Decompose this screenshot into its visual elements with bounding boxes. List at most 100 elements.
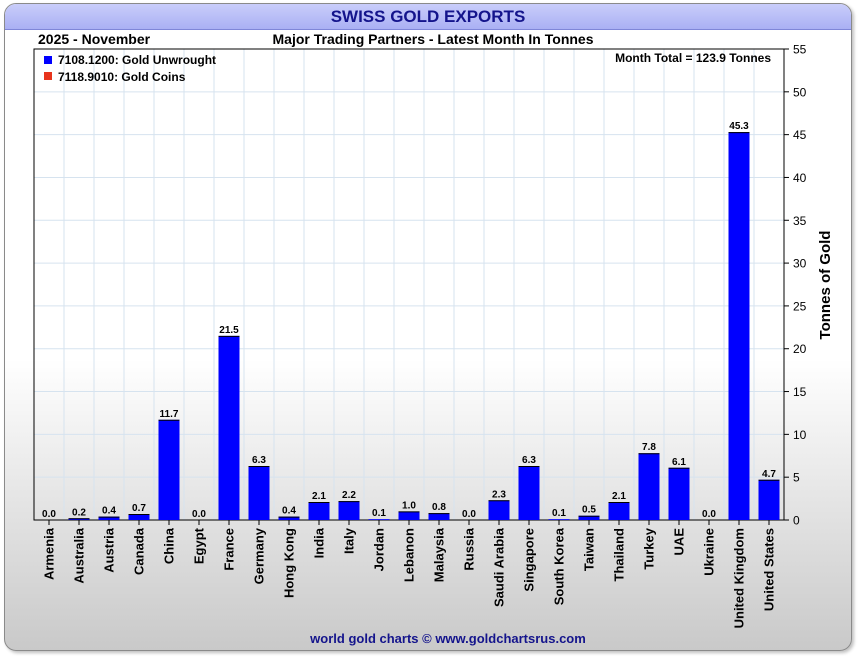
x-category-label: United States [762,528,777,611]
x-category-label: Russia [462,527,477,570]
bar-thailand [608,502,630,520]
y-tick-label: 25 [793,299,807,313]
bar-lebanon [398,511,420,520]
bar-turkey [638,453,660,520]
legend-swatch-unwrought [44,56,52,64]
data-label: 0.8 [432,502,446,513]
y-axis-title: Tonnes of Gold [817,231,834,340]
x-category-label: France [222,528,237,571]
x-category-label: Australia [72,527,87,583]
x-category-label: Austria [102,527,117,573]
data-label: 2.1 [312,491,326,502]
bar-taiwan [578,515,600,520]
x-category-label: Italy [342,527,357,554]
data-label: 7.8 [642,442,656,453]
y-tick-label: 15 [793,385,807,399]
chart-frame: SWISS GOLD EXPORTS [4,3,852,651]
bar-malaysia [428,513,450,520]
x-category-label: Ukraine [702,528,717,576]
data-labels: 0.0 0.2 0.4 0.7 11.7 0.0 21.5 6.3 0.4 2.1 2.2 0.1 1.… [42,121,776,520]
x-category-label: United Kingdom [732,528,747,628]
x-category-label: Taiwan [582,528,597,571]
data-label: 4.7 [762,469,776,480]
data-label: 0.0 [462,509,476,520]
y-tick-label: 0 [793,514,800,528]
x-category-label: Canada [132,527,147,575]
chart-main-title: SWISS GOLD EXPORTS [330,7,526,26]
bar-saudi-arabia [488,500,510,520]
bar-china [158,419,180,520]
plot-area [33,48,785,521]
y-axis: 0 5 10 15 20 25 30 35 40 45 50 55 [784,43,807,528]
x-category-label: Singapore [522,528,537,592]
data-label: 1.0 [402,500,416,511]
x-category-label: Malaysia [432,527,447,582]
data-label: 11.7 [160,409,179,420]
bar-india [308,502,330,520]
y-tick-label: 35 [793,214,807,228]
y-tick-label: 50 [793,85,807,99]
x-category-label: China [162,527,177,564]
bar-jordan [368,519,390,520]
bar-south-korea [548,519,570,520]
y-tick-label: 30 [793,257,807,271]
data-label: 0.2 [72,507,86,518]
x-category-label: Germany [252,527,267,584]
x-axis: Armenia Australia Austria Canada China Egypt F… [42,520,777,628]
data-label: 0.5 [582,505,596,516]
bar-united-kingdom [728,132,750,521]
bars [68,132,780,521]
x-category-label: UAE [672,528,687,556]
data-label: 0.1 [552,508,566,519]
bar-france [218,335,240,520]
bar-austria [98,516,120,520]
x-category-label: Saudi Arabia [492,527,507,607]
y-tick-label: 5 [793,471,800,485]
data-label: 6.3 [252,455,266,466]
data-label: 6.3 [522,455,536,466]
x-category-label: Thailand [612,528,627,582]
data-label: 21.5 [219,325,239,336]
bar-canada [128,514,150,520]
x-category-label: India [312,527,327,558]
bar-united-states [758,479,780,520]
bar-hong-kong [278,516,300,520]
y-tick-label: 40 [793,171,807,185]
data-label: 6.1 [672,457,686,468]
legend-label-coins: 7118.9010: Gold Coins [58,70,186,84]
data-label: 0.1 [372,508,386,519]
legend-swatch-coins [44,72,52,80]
legend-label-unwrought: 7108.1200: Gold Unwrought [58,53,216,67]
y-tick-label: 55 [793,43,807,57]
bar-italy [338,501,360,520]
data-label: 2.3 [492,489,506,500]
grid-lines [33,48,785,521]
month-total-label: Month Total = 123.9 Tonnes [615,51,771,65]
x-category-label: South Korea [552,527,567,605]
bar-germany [248,466,270,520]
bar-singapore [518,466,540,520]
data-label: 2.1 [612,491,626,502]
chart-subtitle: Major Trading Partners - Latest Month In… [273,31,594,47]
data-label: 0.0 [192,509,206,520]
y-tick-label: 10 [793,428,807,442]
x-category-label: Hong Kong [282,528,297,598]
x-category-label: Egypt [192,527,207,564]
x-category-label: Jordan [372,528,387,571]
data-label: 0.0 [702,509,716,520]
bar-uae [668,467,690,520]
period-label: 2025 - November [38,31,151,47]
data-label: 2.2 [342,490,356,501]
data-label: 0.0 [42,509,56,520]
y-tick-label: 20 [793,342,807,356]
data-label: 0.4 [102,506,116,517]
footer-credit: world gold charts © www.goldchartsrus.co… [309,631,586,646]
data-label: 45.3 [729,121,749,132]
x-category-label: Armenia [42,527,57,580]
title-bar: SWISS GOLD EXPORTS [5,4,851,30]
x-category-label: Lebanon [402,528,417,582]
y-tick-label: 45 [793,128,807,142]
data-label: 0.7 [132,503,146,514]
data-label: 0.4 [282,506,296,517]
